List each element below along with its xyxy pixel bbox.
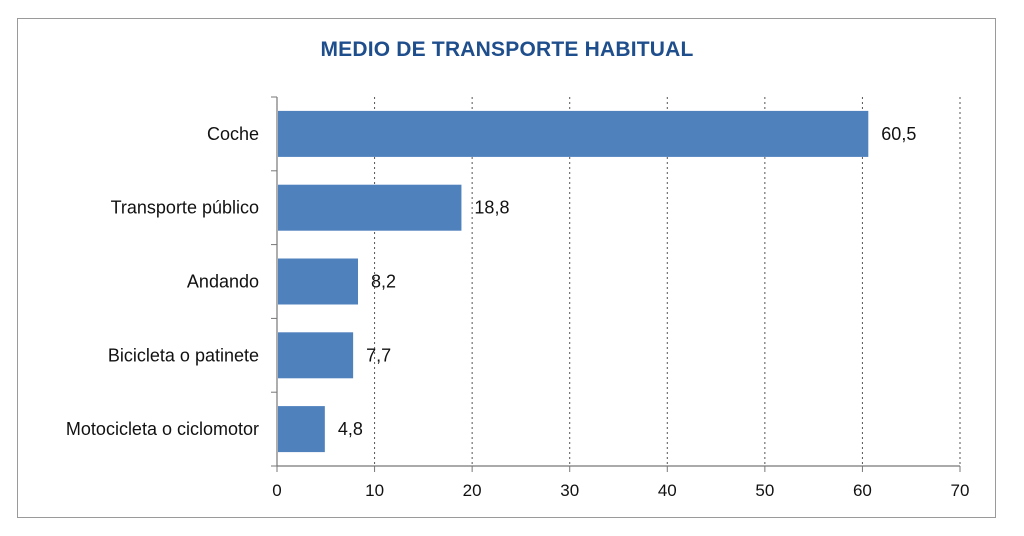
- bar: [278, 184, 462, 231]
- data-label: 4,8: [338, 419, 363, 439]
- x-tick-label: 60: [853, 481, 872, 500]
- category-label: Andando: [187, 272, 259, 292]
- x-tick-label: 20: [463, 481, 482, 500]
- category-label: Motocicleta o ciclomotor: [66, 419, 259, 439]
- bar: [278, 406, 325, 453]
- x-tick-label: 50: [755, 481, 774, 500]
- gridlines: [374, 97, 961, 466]
- bar: [278, 110, 869, 157]
- x-tick-label: 40: [658, 481, 677, 500]
- x-tick-label: 30: [560, 481, 579, 500]
- data-label: 18,8: [474, 198, 509, 218]
- x-tick-label: 70: [951, 481, 970, 500]
- x-tick-label: 10: [365, 481, 384, 500]
- data-label: 7,7: [366, 345, 391, 365]
- category-label: Bicicleta o patinete: [108, 345, 259, 365]
- bar: [278, 332, 354, 379]
- category-label: Coche: [207, 124, 259, 144]
- labels: 0 10 20 30 40 50 60 70 Coche 60,5 Transporte públi…: [66, 124, 970, 500]
- bar: [278, 258, 359, 305]
- axes: [271, 96, 961, 472]
- category-label: Transporte público: [111, 198, 259, 218]
- chart-frame: [17, 18, 996, 518]
- data-label: 60,5: [881, 124, 916, 144]
- x-tick-label: 0: [272, 481, 281, 500]
- chart-title: MEDIO DE TRANSPORTE HABITUAL: [320, 38, 694, 61]
- bars: [278, 110, 869, 453]
- data-label: 8,2: [371, 272, 396, 292]
